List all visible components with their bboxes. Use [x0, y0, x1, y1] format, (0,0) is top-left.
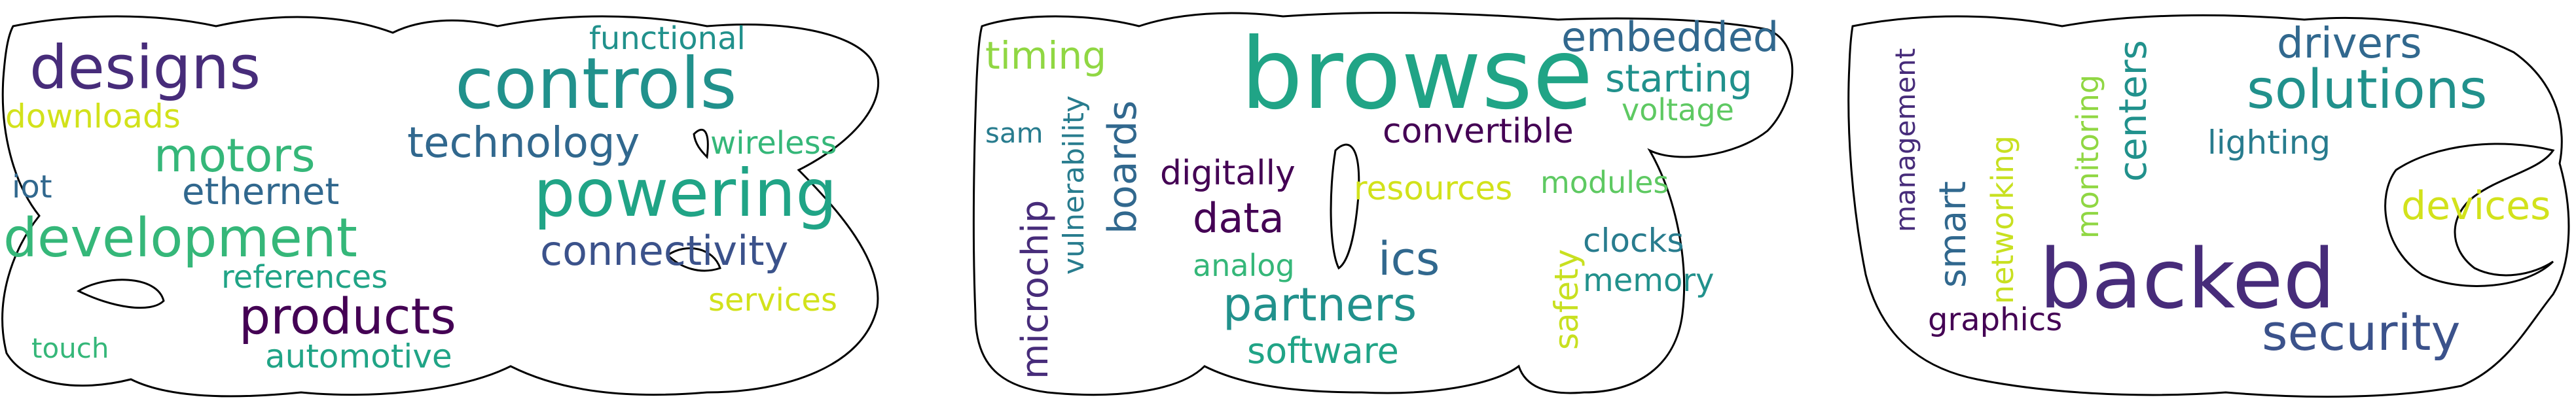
- cloud-word: functional: [589, 20, 746, 57]
- cloud-word: backed: [2039, 231, 2335, 327]
- cloud-word: solutions: [2247, 59, 2487, 121]
- cloud-word: ics: [1378, 232, 1440, 286]
- cloud-word: motors: [154, 129, 316, 182]
- cloud-word: starting: [1605, 56, 1752, 101]
- cloud-word: services: [708, 282, 837, 318]
- cloud-word: designs: [29, 33, 261, 103]
- cloud-word: software: [1247, 330, 1399, 371]
- cloud-word: products: [239, 287, 456, 345]
- cloud-word: memory: [1583, 262, 1714, 299]
- cloud-word: analog: [1193, 248, 1295, 283]
- cloud-word: lighting: [2207, 124, 2331, 162]
- cloud-word: partners: [1223, 278, 1417, 332]
- cloud-shape-left: [693, 129, 709, 160]
- cloud-word: ethernet: [182, 171, 339, 213]
- cloud-word: iot: [12, 169, 52, 205]
- cloud-word: sam: [985, 117, 1043, 149]
- cloud-word: security: [2262, 303, 2460, 362]
- cloud-shape-middle: [1330, 143, 1360, 270]
- cloud-word: monitoring: [2070, 75, 2105, 239]
- cloud-word: wireless: [710, 125, 837, 162]
- cloud-word: graphics: [1928, 301, 2062, 338]
- cloud-word: drivers: [2277, 20, 2422, 68]
- cloud-word: voltage: [1622, 92, 1734, 128]
- cloud-word: boards: [1100, 100, 1146, 234]
- cloud-word: automotive: [265, 337, 452, 375]
- cloud-shape-middle: [972, 12, 1794, 396]
- cloud-word: modules: [1540, 165, 1669, 200]
- cloud-shape-right: [2384, 143, 2555, 287]
- cloud-word: centers: [2111, 40, 2155, 182]
- cloud-shape-right: [1847, 14, 2570, 398]
- cloud-word: clocks: [1583, 222, 1684, 260]
- cloud-word: management: [1889, 48, 1921, 232]
- cloud-word: technology: [407, 119, 640, 167]
- cloud-word: convertible: [1383, 112, 1574, 151]
- cloud-word: networking: [1985, 135, 2020, 304]
- cloud-word: data: [1193, 194, 1284, 242]
- cloud-word: downloads: [5, 97, 181, 135]
- cloud-shape-left: [76, 279, 165, 309]
- cloud-word: connectivity: [540, 227, 788, 275]
- cloud-word: powering: [534, 155, 837, 232]
- cloud-word: resources: [1354, 169, 1512, 207]
- cloud-word: smart: [1932, 181, 1974, 288]
- cloud-word: vulnerability: [1057, 95, 1091, 275]
- cloud-word: embedded: [1561, 13, 1779, 61]
- cloud-word: browse: [1241, 18, 1593, 131]
- cloud-word: safety: [1548, 249, 1586, 350]
- cloud-shape-left: [1, 15, 879, 398]
- cloud-word: references: [221, 259, 388, 296]
- cloud-word: devices: [2401, 183, 2550, 229]
- cloud-word: controls: [455, 43, 737, 125]
- cloud-word: development: [3, 207, 357, 269]
- cloud-shape-left: [666, 247, 721, 272]
- cloud-word: touch: [31, 332, 109, 364]
- cloud-word: timing: [985, 33, 1106, 78]
- cloud-word: microchip: [1014, 200, 1057, 379]
- cloud-word: digitally: [1160, 154, 1296, 193]
